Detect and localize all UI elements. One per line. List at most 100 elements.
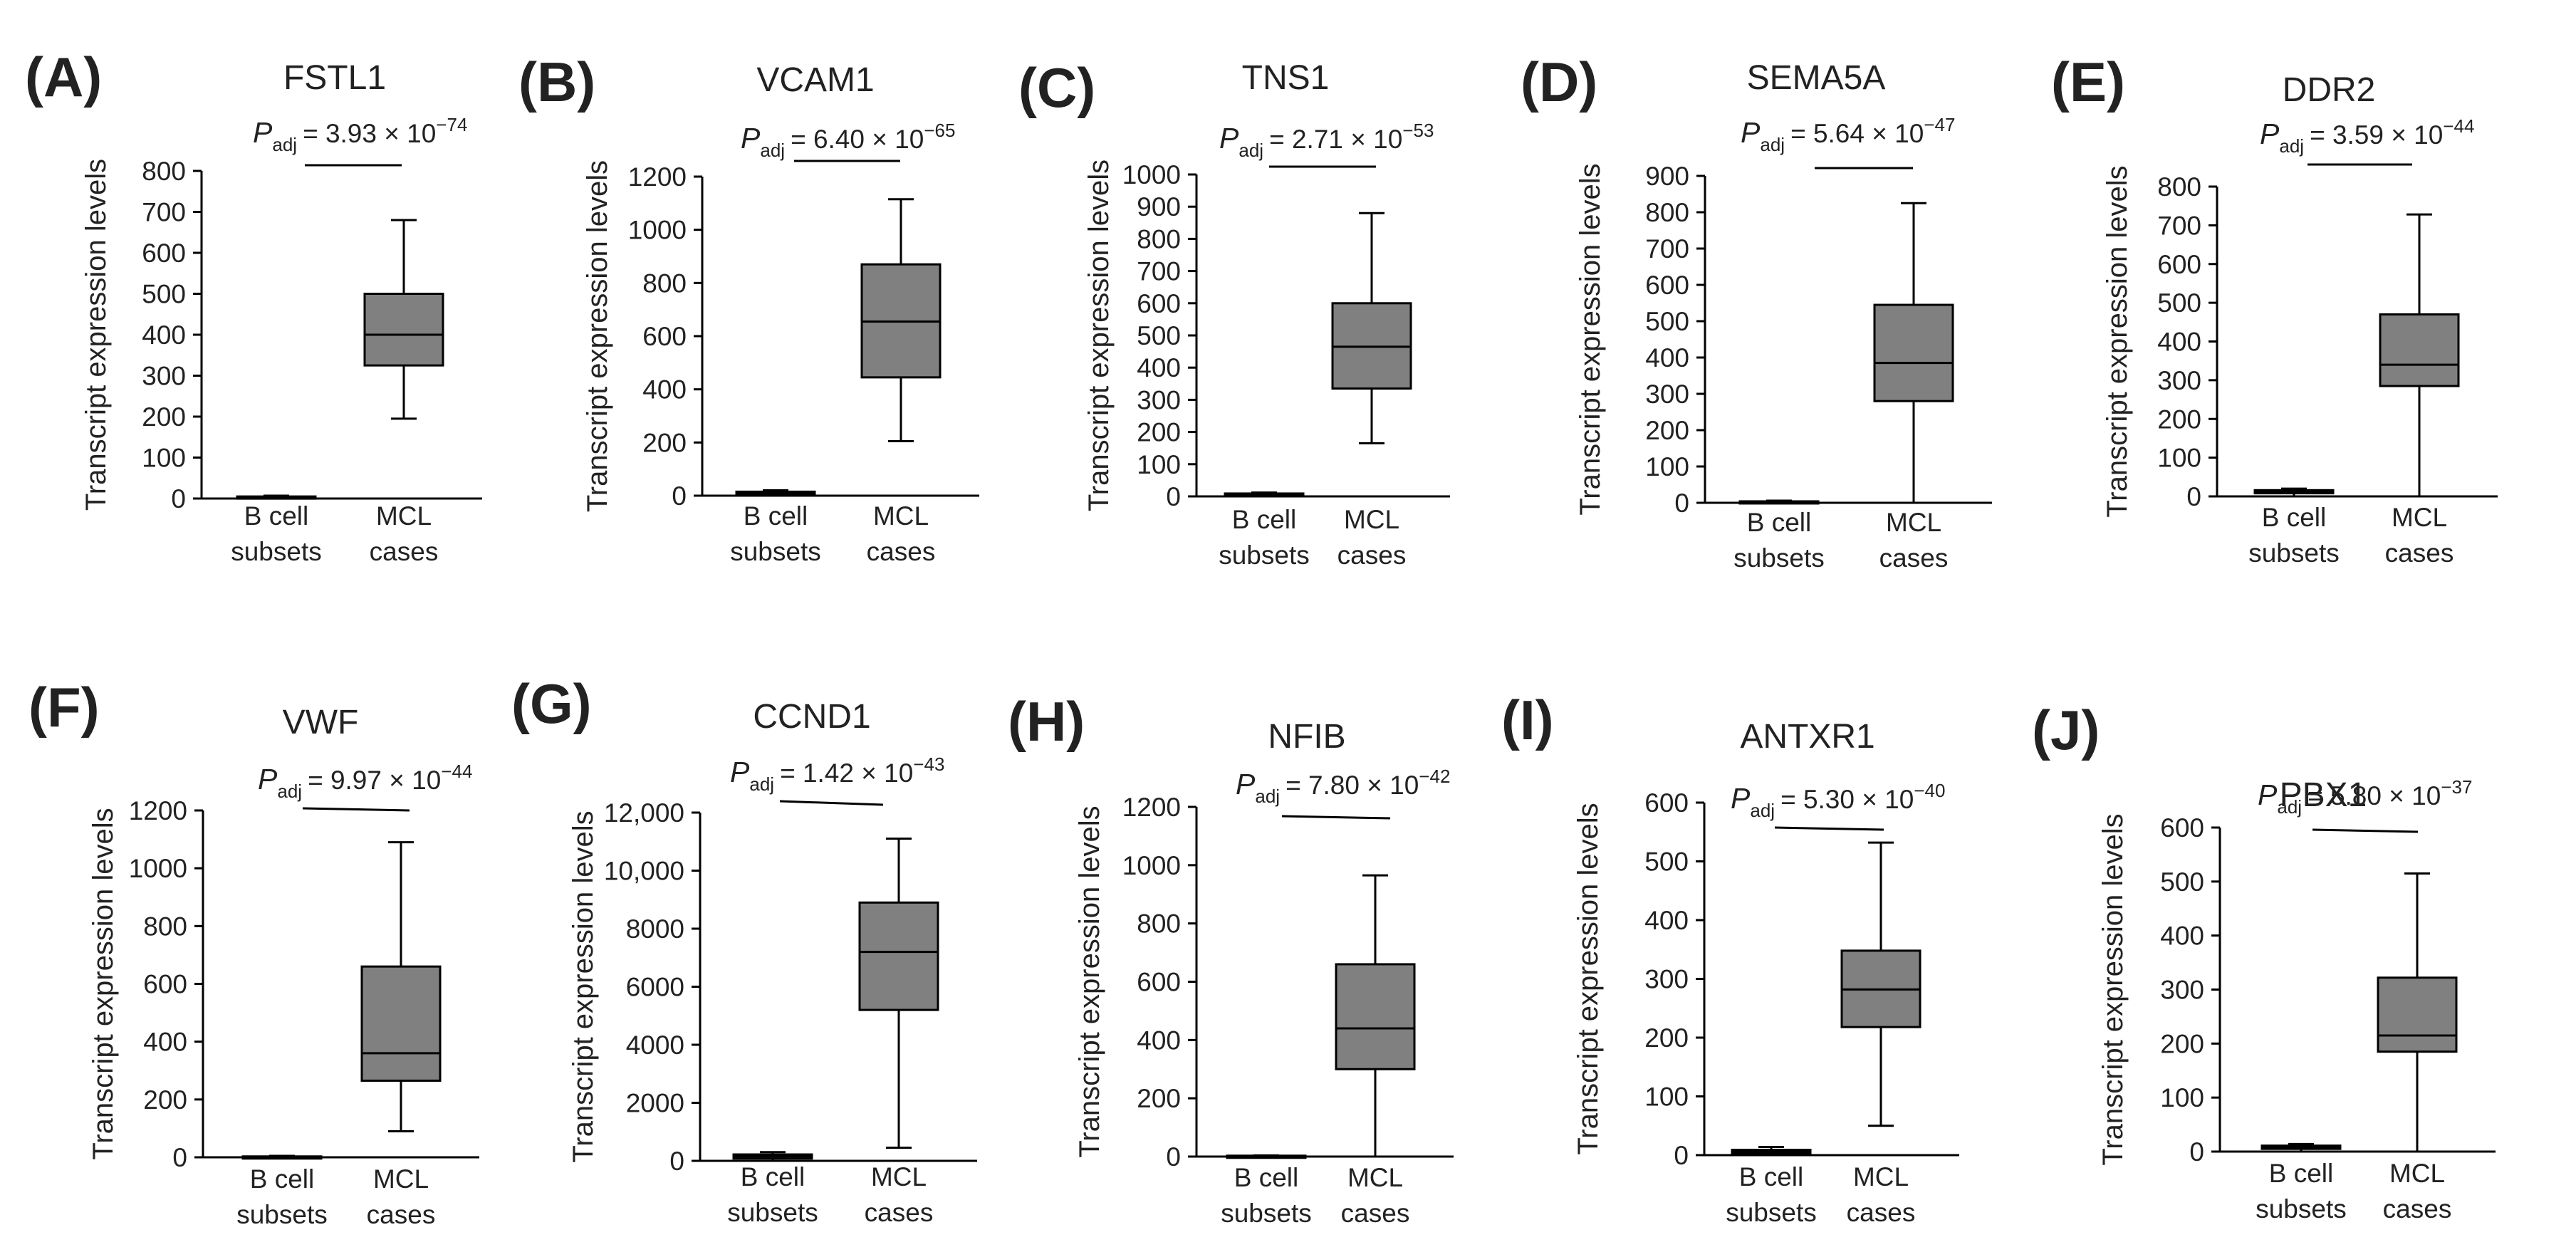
y-tick-label: 100: [1137, 450, 1181, 479]
y-tick-label: 800: [1645, 198, 1689, 227]
significance-bar: [2312, 828, 2419, 833]
p-exponent: −47: [1924, 114, 1955, 135]
category-label: B cell: [1232, 505, 1296, 534]
y-axis-label: Transcript expression levels: [1074, 805, 1105, 1157]
category-label: subsets: [1221, 1199, 1312, 1228]
panel-letter: (B): [518, 51, 595, 113]
category-label: MCL: [373, 1164, 429, 1194]
box-mcl-cases: [858, 838, 939, 1149]
y-tick-label: 12,000: [604, 798, 684, 828]
category-label: B cell: [2269, 1159, 2333, 1188]
category-label: MCL: [1344, 505, 1399, 534]
p-adj-label: Padj = 3.59 × 10−44: [2260, 115, 2474, 157]
gene-title: CCND1: [753, 698, 870, 736]
y-tick-label: 400: [1137, 1026, 1181, 1055]
y-tick-label: 0: [2186, 482, 2201, 511]
panel-letter: (E): [2051, 51, 2125, 113]
panel-letter: (D): [1521, 51, 1597, 113]
category-label: cases: [1337, 541, 1407, 570]
y-tick-label: 500: [1644, 847, 1689, 877]
p-adj-label: Padj = 3.93 × 10−74: [253, 114, 467, 155]
y-tick-label: 0: [1674, 1141, 1689, 1170]
category-label: subsets: [730, 537, 821, 566]
category-label: cases: [367, 1200, 436, 1229]
p-coefficient: = 5.80 × 10: [2308, 781, 2441, 810]
iqr-box: [363, 293, 444, 367]
iqr-box: [1335, 963, 1416, 1070]
panel-letter: (C): [1018, 56, 1095, 119]
category-label: B cell: [744, 501, 808, 531]
gene-title: TNS1: [1242, 59, 1330, 97]
category-label: B cell: [1747, 508, 1811, 537]
gene-title: FSTL1: [283, 59, 386, 97]
y-axis-label: Transcript expression levels: [1575, 163, 1606, 515]
y-axis-label: Transcript expression levels: [80, 159, 112, 511]
box-b-cell-subsets: [236, 494, 317, 500]
y-tick-label: 1000: [1122, 160, 1181, 189]
box-mcl-cases: [1335, 874, 1416, 1158]
box-b-cell-subsets: [1226, 1154, 1307, 1159]
y-tick-label: 200: [2160, 1029, 2204, 1058]
y-axis-label: Transcript expression levels: [568, 810, 599, 1162]
y-tick-label: 200: [1137, 418, 1181, 447]
p-coefficient: = 9.97 × 10: [308, 766, 441, 795]
iqr-box: [1873, 303, 1954, 402]
p-coefficient: = 2.71 × 10: [1269, 125, 1402, 154]
box-mcl-cases: [860, 198, 942, 442]
p-subscript: adj: [2277, 796, 2302, 818]
y-tick-label: 600: [1644, 788, 1689, 818]
p-adj-label: Padj = 6.40 × 10−65: [741, 120, 955, 161]
p-subscript: adj: [1239, 140, 1263, 161]
category-label: MCL: [1886, 508, 1941, 537]
y-tick-label: 400: [2160, 922, 2204, 951]
y-tick-label: 600: [1137, 968, 1181, 997]
y-tick-label: 1200: [1122, 793, 1181, 822]
y-tick-label: 1000: [1122, 851, 1181, 880]
y-tick-label: 600: [2160, 813, 2204, 843]
p-exponent: −40: [1914, 780, 1945, 801]
y-tick-label: 4000: [626, 1031, 684, 1060]
p-coefficient: = 7.80 × 10: [1286, 771, 1419, 800]
panel-fstl1: (A) FSTL1 Padj = 3.93 × 10−74 0 100 200 300 400 5…: [25, 46, 482, 566]
category-label: cases: [1879, 543, 1949, 573]
category-label: cases: [370, 537, 439, 566]
y-tick-label: 600: [1137, 289, 1181, 318]
category-label: subsets: [1219, 541, 1310, 570]
box-b-cell-subsets: [1738, 499, 1820, 505]
box-mcl-cases: [2379, 213, 2460, 498]
y-tick-label: 200: [143, 1085, 187, 1115]
p-adj-label: Padj = 9.97 × 10−44: [258, 761, 472, 802]
box-mcl-cases: [1331, 212, 1412, 444]
y-tick-label: 800: [1137, 909, 1181, 939]
y-tick-label: 600: [142, 239, 186, 268]
significance-bar: [779, 800, 884, 806]
p-coefficient: = 3.59 × 10: [2310, 120, 2443, 150]
panel-letter: (H): [1008, 690, 1085, 753]
y-tick-label: 100: [2160, 1083, 2204, 1112]
panel-letter: (I): [1501, 689, 1554, 751]
box-b-cell-subsets: [2260, 1142, 2342, 1153]
y-axis-label: Transcript expression levels: [1573, 803, 1604, 1154]
p-symbol: P: [258, 763, 278, 795]
category-label: B cell: [244, 501, 308, 531]
category-label: subsets: [2256, 1194, 2347, 1224]
y-tick-label: 100: [142, 444, 186, 473]
y-tick-label: 500: [2160, 867, 2204, 897]
panel-sema5a: (D) SEMA5A Padj = 5.64 × 10−47 0 100 200 300 400…: [1521, 51, 1992, 573]
gene-title: VCAM1: [756, 61, 874, 99]
p-coefficient: = 5.30 × 10: [1780, 785, 1914, 814]
p-coefficient: = 3.93 × 10: [303, 119, 436, 148]
y-tick-label: 800: [642, 268, 687, 298]
y-tick-label: 1000: [129, 854, 187, 883]
p-coefficient: = 6.40 × 10: [791, 125, 924, 154]
y-tick-label: 500: [2157, 288, 2201, 318]
y-tick-label: 100: [1645, 452, 1689, 481]
y-tick-label: 0: [1674, 489, 1689, 518]
box-mcl-cases: [360, 841, 442, 1132]
y-tick-label: 0: [2189, 1137, 2204, 1167]
box-b-cell-subsets: [1731, 1145, 1812, 1157]
